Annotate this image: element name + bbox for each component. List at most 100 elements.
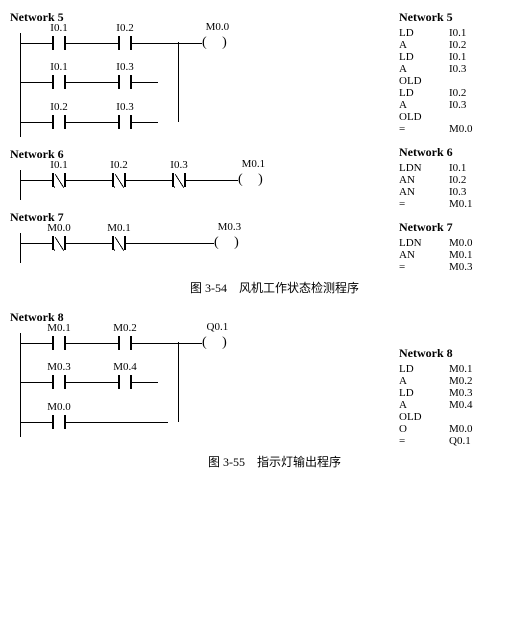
il-arg: M0.1: [449, 249, 473, 261]
il-row: ANI0.3: [399, 186, 529, 198]
il-arg: M0.4: [449, 399, 473, 411]
contact-no: I0.2: [40, 115, 78, 129]
il-op: LD: [399, 387, 449, 399]
rung-2: M0.3 M0.4: [20, 375, 158, 389]
il-row: LDNI0.1: [399, 162, 529, 174]
il-op: A: [399, 375, 449, 387]
coil-body: ( ): [238, 172, 269, 188]
coil-body: ( ): [202, 335, 233, 351]
coil: M0.0 ( ): [202, 35, 233, 51]
il-arg: I0.3: [449, 99, 466, 111]
il-arg: M0.0: [449, 423, 473, 435]
contact-label: I0.1: [50, 22, 67, 34]
branch-join: [178, 342, 179, 422]
contact-no: I0.1: [40, 36, 78, 50]
network-8: Network 8 M0.1 M0.2: [10, 310, 330, 437]
il-row: LDM0.3: [399, 387, 529, 399]
contact-label: M0.1: [107, 222, 131, 234]
il-op: LD: [399, 363, 449, 375]
rung-1: M0.1 M0.2 Q0.1 ( ): [20, 335, 233, 351]
il-op: AN: [399, 186, 449, 198]
il-row: AI0.3: [399, 63, 529, 75]
contact-label: I0.3: [116, 61, 133, 73]
contact-no: M0.4: [106, 375, 144, 389]
il-op: OLD: [399, 111, 449, 123]
contact-label: I0.3: [116, 101, 133, 113]
rung-1: I0.1 I0.2 I0.3 M0.1: [20, 172, 269, 188]
il-op: =: [399, 123, 449, 135]
il-row: =Q0.1: [399, 435, 529, 447]
contact-nc: M0.1: [100, 236, 138, 250]
contact-nc: I0.2: [100, 173, 138, 187]
il-op: OLD: [399, 411, 449, 423]
il-row: ANI0.2: [399, 174, 529, 186]
il-network-8: Network 8 LDM0.1 AM0.2 LDM0.3 AM0.4 OLD …: [399, 346, 529, 447]
rung-3: I0.2 I0.3: [20, 115, 158, 129]
coil-label: Q0.1: [207, 321, 229, 333]
il-arg: M0.0: [449, 237, 473, 249]
coil-label: M0.3: [218, 221, 242, 233]
network-7-ladder: M0.0 M0.1 M0.3 ( ): [10, 227, 330, 263]
il-network-6: Network 6 LDNI0.1 ANI0.2 ANI0.3 =M0.1: [399, 145, 529, 210]
caption-3-55: 图 3-55 指示灯输出程序: [10, 453, 529, 470]
coil-label: M0.0: [206, 21, 230, 33]
contact-no: I0.2: [106, 36, 144, 50]
il-row: OM0.0: [399, 423, 529, 435]
il-op: A: [399, 39, 449, 51]
il-row: AI0.3: [399, 99, 529, 111]
il-row: LDI0.1: [399, 51, 529, 63]
il-op: LD: [399, 51, 449, 63]
il-op: A: [399, 99, 449, 111]
il-row: =M0.3: [399, 261, 529, 273]
rung-2: I0.1 I0.3: [20, 75, 158, 89]
il-arg: I0.2: [449, 174, 466, 186]
il-column: Network 5 LDI0.1 AI0.2 LDI0.1 AI0.3 OLD …: [399, 10, 529, 273]
contact-label: M0.2: [113, 322, 137, 334]
il-title: Network 6: [399, 145, 529, 160]
contact-nc: M0.0: [40, 236, 78, 250]
contact-label: M0.3: [47, 361, 71, 373]
coil: M0.1 ( ): [238, 172, 269, 188]
il-row: AM0.2: [399, 375, 529, 387]
il-row: AI0.2: [399, 39, 529, 51]
il-op: AN: [399, 174, 449, 186]
il-op: A: [399, 399, 449, 411]
il-op: LDN: [399, 237, 449, 249]
coil-body: ( ): [214, 235, 245, 251]
coil-body: ( ): [202, 35, 233, 51]
il-row: LDNM0.0: [399, 237, 529, 249]
il-column-2: Network 8 LDM0.1 AM0.2 LDM0.3 AM0.4 OLD …: [399, 310, 529, 447]
il-arg: I0.3: [449, 63, 466, 75]
il-op: A: [399, 63, 449, 75]
rung-1: I0.1 I0.2 M0.0 ( ): [20, 35, 233, 51]
contact-no: M0.0: [40, 415, 78, 429]
contact-no: I0.1: [40, 75, 78, 89]
network-6: Network 6 I0.1 I0.2 I0.3: [10, 147, 330, 200]
ladder-column: Network 5 I0.1 I0.2: [10, 10, 330, 273]
contact-no: M0.1: [40, 336, 78, 350]
il-op: =: [399, 435, 449, 447]
il-row: =M0.0: [399, 123, 529, 135]
il-row: OLD: [399, 111, 529, 123]
il-arg: I0.2: [449, 39, 466, 51]
contact-label: M0.1: [47, 322, 71, 334]
contact-no: M0.3: [40, 375, 78, 389]
contact-no: I0.3: [106, 75, 144, 89]
il-op: OLD: [399, 75, 449, 87]
network-5-ladder: I0.1 I0.2 M0.0 ( ): [10, 27, 330, 137]
coil: Q0.1 ( ): [202, 335, 233, 351]
il-row: LDI0.2: [399, 87, 529, 99]
contact-label: I0.1: [50, 61, 67, 73]
network-6-ladder: I0.1 I0.2 I0.3 M0.1: [10, 164, 330, 200]
il-op: =: [399, 198, 449, 210]
il-network-5: Network 5 LDI0.1 AI0.2 LDI0.1 AI0.3 OLD …: [399, 10, 529, 135]
il-row: =M0.1: [399, 198, 529, 210]
il-arg: M0.2: [449, 375, 473, 387]
contact-no: I0.3: [106, 115, 144, 129]
network-7: Network 7 M0.0 M0.1 M0.3: [10, 210, 330, 263]
il-arg: M0.3: [449, 387, 473, 399]
il-op: LD: [399, 87, 449, 99]
il-arg: I0.2: [449, 87, 466, 99]
il-arg: I0.3: [449, 186, 466, 198]
ladder-column-2: Network 8 M0.1 M0.2: [10, 310, 330, 447]
